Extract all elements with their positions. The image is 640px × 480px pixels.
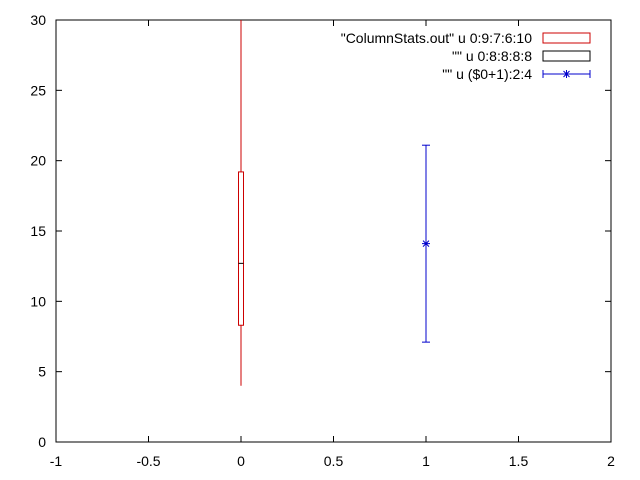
errorbar-point (422, 239, 430, 248)
legend-swatch-box (542, 50, 591, 62)
legend-swatch-box (542, 32, 591, 44)
x-tick-label: 1.5 (509, 453, 529, 469)
y-tick-label: 30 (30, 12, 46, 28)
x-tick-label: 0.5 (324, 453, 344, 469)
x-tick-label: 1 (422, 453, 430, 469)
x-tick-label: -0.5 (136, 453, 160, 469)
y-tick-label: 0 (38, 434, 46, 450)
y-axis: 0 5 10 15 20 25 30 (30, 12, 611, 450)
x-tick-label: 0 (237, 453, 245, 469)
y-tick-label: 10 (30, 293, 46, 309)
plot-frame (55, 19, 612, 443)
legend-label: "" u 0:8:8:8:8 (452, 48, 532, 64)
candlestick-box (238, 171, 244, 326)
y-tick-label: 15 (30, 223, 46, 239)
x-tick-label: -1 (50, 453, 63, 469)
data-marks (238, 20, 430, 386)
legend-swatch-point (562, 70, 571, 78)
x-axis: -1 -0.5 0 0.5 1 1.5 2 (50, 20, 615, 469)
y-tick-label: 5 (38, 364, 46, 380)
legend-label: "ColumnStats.out" u 0:9:7:6:10 (341, 30, 532, 46)
legend-label: "" u ($0+1):2:4 (442, 66, 532, 82)
legend: "ColumnStats.out" u 0:9:7:6:10 "" u 0:8:8… (341, 30, 591, 82)
y-tick-label: 20 (30, 153, 46, 169)
y-tick-label: 25 (30, 82, 46, 98)
x-tick-label: 2 (607, 453, 615, 469)
